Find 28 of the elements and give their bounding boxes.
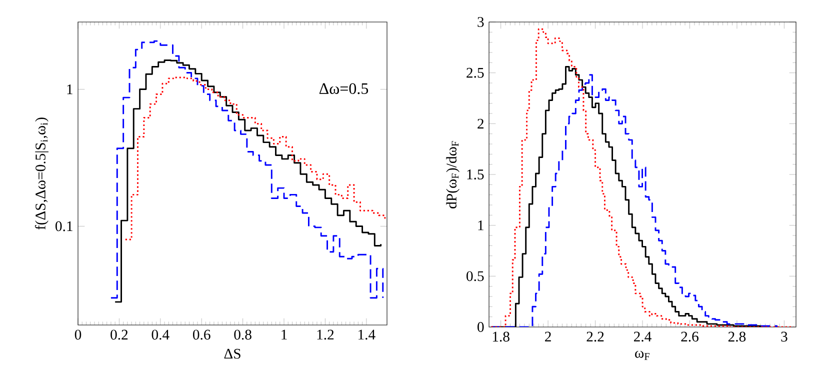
x-tick-label: 3 <box>781 332 788 342</box>
x-tick-label: 0.6 <box>193 330 210 340</box>
x-tick-label: 2.2 <box>586 332 604 342</box>
y-tick-label: 3 <box>478 17 484 27</box>
x-tick-label: 1.8 <box>492 332 510 342</box>
x-tick-label: 1.2 <box>317 330 334 340</box>
x-tick-label: 2.4 <box>634 332 652 342</box>
x-tick-label: 0 <box>74 330 82 340</box>
annotation: Δω=0.5 <box>319 83 368 94</box>
y-axis-title: f(ΔS,Δω=0.5|S$_{i}$,ω$_{i}$) <box>34 118 48 230</box>
x-tick-label: 1 <box>282 330 287 340</box>
y-tick-label: 2 <box>478 118 484 129</box>
y-tick-label: 2.5 <box>466 68 484 78</box>
x-axis-title: ΔS <box>224 348 240 359</box>
y-tick-label: 1.5 <box>467 170 484 180</box>
x-tick-label: 1.4 <box>358 330 376 340</box>
x-tick-label: 2.8 <box>728 332 746 342</box>
y-tick-label: 1 <box>478 220 484 230</box>
y-tick-label: 0 <box>478 322 484 332</box>
x-tick-label: 2 <box>545 332 551 342</box>
x-axis-title: ω$_{F}$ <box>635 350 650 360</box>
x-tick-label: 0.2 <box>110 330 128 340</box>
y-tick-label: 0.5 <box>466 271 484 282</box>
x-tick-label: 0.8 <box>234 330 252 340</box>
y-axis-title: dP(ω$_{F}$)/dω$_{F}$ <box>446 141 460 208</box>
y-tick-label: 0.1 <box>56 221 72 232</box>
x-tick-label: 0.4 <box>152 330 170 340</box>
x-tick-label: 2.6 <box>681 332 698 342</box>
